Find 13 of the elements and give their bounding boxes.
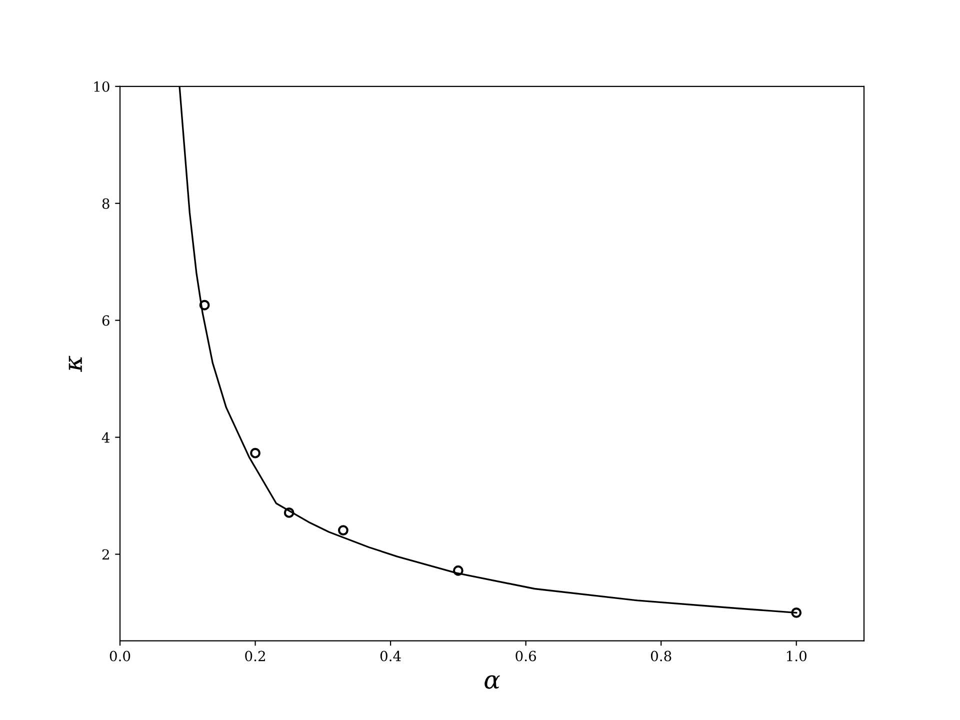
- x-tick-label: 0.2: [245, 650, 265, 662]
- x-tick-label: 0.8: [650, 650, 672, 662]
- y-axis-title: κ: [68, 356, 82, 372]
- x-tick-label: 0.4: [380, 650, 401, 662]
- y-tick-label: 2: [102, 549, 109, 560]
- y-tick-label: 6: [102, 315, 110, 326]
- y-tick-label: 8: [102, 198, 110, 209]
- x-tick-label: 0.6: [516, 650, 536, 662]
- x-tick-label: 0.0: [110, 650, 130, 662]
- y-tick-label: 4: [102, 432, 110, 443]
- x-tick-label: 1.0: [787, 650, 806, 662]
- y-tick-label: 10: [94, 81, 110, 92]
- x-axis-title: α: [484, 675, 500, 689]
